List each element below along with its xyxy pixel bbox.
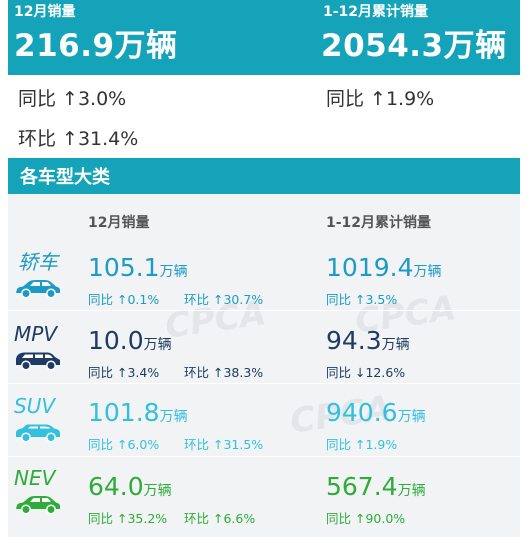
row-divider (8, 383, 520, 384)
cumulative-value-nev: 567.4万辆 (326, 472, 426, 501)
monthly-number: 64.0 (88, 472, 144, 501)
monthly-number: 10.0 (88, 326, 144, 355)
monthly-mom-nev: 环比 ↑6.6% (184, 511, 256, 526)
cumulative-value-sedan: 1019.4万辆 (326, 253, 441, 282)
suv-car-icon (16, 424, 60, 443)
monthly-yoy-suv: 同比 ↑6.0% (88, 437, 160, 452)
monthly-mom-mpv: 环比 ↑38.3% (184, 365, 264, 380)
cumulative-yoy-mpv: 同比 ↓12.6% (326, 365, 406, 380)
monthly-yoy: 同比 ↑3.0% (18, 88, 127, 110)
cumulative-column-header: 1-12月累计销量 (326, 215, 432, 231)
unit: 万辆 (159, 409, 188, 425)
monthly-mom-sedan: 环比 ↑30.7% (184, 292, 264, 307)
category-panel (8, 194, 520, 537)
monthly-sales-value: 216.9万辆 (14, 28, 178, 64)
category-name-sedan: 轿车 (18, 250, 58, 274)
unit: 万辆 (397, 483, 426, 499)
monthly-number: 105.1 (88, 253, 160, 282)
unit: 万辆 (143, 483, 172, 499)
monthly-value-mpv: 10.0万辆 (88, 326, 172, 355)
monthly-mom-suv: 环比 ↑31.5% (184, 437, 264, 452)
unit: 万辆 (143, 337, 172, 353)
cumulative-number: 940.6 (326, 398, 398, 427)
cumulative-value-suv: 940.6万辆 (326, 398, 426, 427)
cumulative-number: 94.3 (326, 326, 382, 355)
cumulative-sales-label: 1-12月累计销量 (323, 4, 429, 20)
row-divider (8, 456, 520, 457)
unit: 万辆 (381, 337, 410, 353)
mpv-car-icon (16, 352, 60, 371)
monthly-sales-label: 12月销量 (14, 4, 76, 20)
cumulative-yoy: 同比 ↑1.9% (326, 88, 435, 110)
monthly-yoy-sedan: 同比 ↑0.1% (88, 292, 160, 307)
cumulative-number: 1019.4 (326, 253, 414, 282)
row-divider (8, 310, 520, 311)
monthly-value-nev: 64.0万辆 (88, 472, 172, 501)
unit: 万辆 (397, 409, 426, 425)
monthly-yoy-nev: 同比 ↑35.2% (88, 511, 168, 526)
cumulative-yoy-suv: 同比 ↑1.9% (326, 437, 398, 452)
monthly-yoy-mpv: 同比 ↑3.4% (88, 365, 160, 380)
cumulative-value-mpv: 94.3万辆 (326, 326, 410, 355)
monthly-mom: 环比 ↑31.4% (18, 128, 139, 150)
nev-car-icon (16, 496, 60, 515)
cumulative-yoy-sedan: 同比 ↑3.5% (326, 292, 398, 307)
unit: 万辆 (159, 264, 188, 280)
monthly-number: 101.8 (88, 398, 160, 427)
section-title-bar: 各车型大类 (8, 158, 520, 194)
monthly-value-sedan: 105.1万辆 (88, 253, 188, 282)
category-name-suv: SUV (14, 394, 56, 418)
cumulative-number: 567.4 (326, 472, 398, 501)
category-name-nev: NEV (14, 466, 56, 490)
unit: 万辆 (413, 264, 442, 280)
sedan-car-icon (16, 280, 60, 299)
cumulative-yoy-nev: 同比 ↑90.0% (326, 511, 406, 526)
section-title: 各车型大类 (20, 167, 110, 188)
monthly-column-header: 12月销量 (88, 215, 150, 231)
cumulative-sales-value: 2054.3万辆 (321, 28, 507, 64)
monthly-value-suv: 101.8万辆 (88, 398, 188, 427)
category-name-mpv: MPV (14, 322, 57, 346)
summary-banner: 12月销量 216.9万辆 1-12月累计销量 2054.3万辆 (8, 0, 520, 75)
